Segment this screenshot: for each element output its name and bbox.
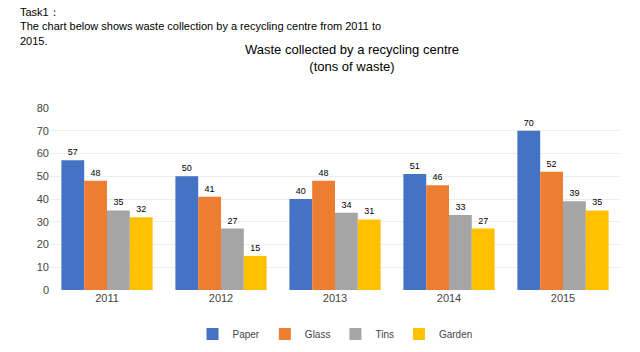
svg-text:70: 70 [37, 125, 49, 137]
svg-text:31: 31 [364, 206, 374, 216]
svg-text:27: 27 [227, 216, 237, 226]
svg-text:35: 35 [592, 197, 602, 207]
svg-text:60: 60 [37, 147, 49, 159]
svg-text:10: 10 [37, 261, 49, 273]
svg-text:57: 57 [68, 147, 78, 157]
svg-text:40: 40 [296, 186, 306, 196]
svg-text:Paper: Paper [233, 329, 260, 340]
svg-text:48: 48 [91, 168, 101, 178]
svg-text:2012: 2012 [209, 292, 233, 304]
svg-text:41: 41 [205, 184, 215, 194]
svg-text:32: 32 [136, 204, 146, 214]
svg-text:70: 70 [524, 118, 534, 128]
svg-text:52: 52 [547, 159, 557, 169]
svg-text:50: 50 [182, 163, 192, 173]
svg-text:2014: 2014 [437, 292, 461, 304]
svg-text:35: 35 [113, 197, 123, 207]
svg-text:Waste collected by a recycling: Waste collected by a recycling centre(to… [245, 42, 459, 74]
svg-text:Task1：The chart below shows wa: Task1：The chart below shows waste collec… [20, 6, 381, 47]
svg-text:40: 40 [37, 193, 49, 205]
svg-text:2015: 2015 [551, 292, 575, 304]
svg-text:Garden: Garden [439, 329, 472, 340]
svg-text:2011: 2011 [95, 292, 119, 304]
svg-text:Tins: Tins [375, 329, 394, 340]
svg-text:46: 46 [433, 172, 443, 182]
svg-text:27: 27 [478, 216, 488, 226]
svg-text:30: 30 [37, 216, 49, 228]
svg-text:50: 50 [37, 170, 49, 182]
svg-text:20: 20 [37, 238, 49, 250]
svg-text:Glass: Glass [305, 329, 331, 340]
svg-text:48: 48 [319, 168, 329, 178]
svg-text:2013: 2013 [323, 292, 347, 304]
svg-text:34: 34 [341, 200, 351, 210]
svg-text:0: 0 [43, 284, 49, 296]
svg-text:15: 15 [250, 243, 260, 253]
svg-text:39: 39 [569, 188, 579, 198]
svg-text:33: 33 [455, 202, 465, 212]
svg-text:80: 80 [37, 102, 49, 114]
svg-text:51: 51 [410, 161, 420, 171]
